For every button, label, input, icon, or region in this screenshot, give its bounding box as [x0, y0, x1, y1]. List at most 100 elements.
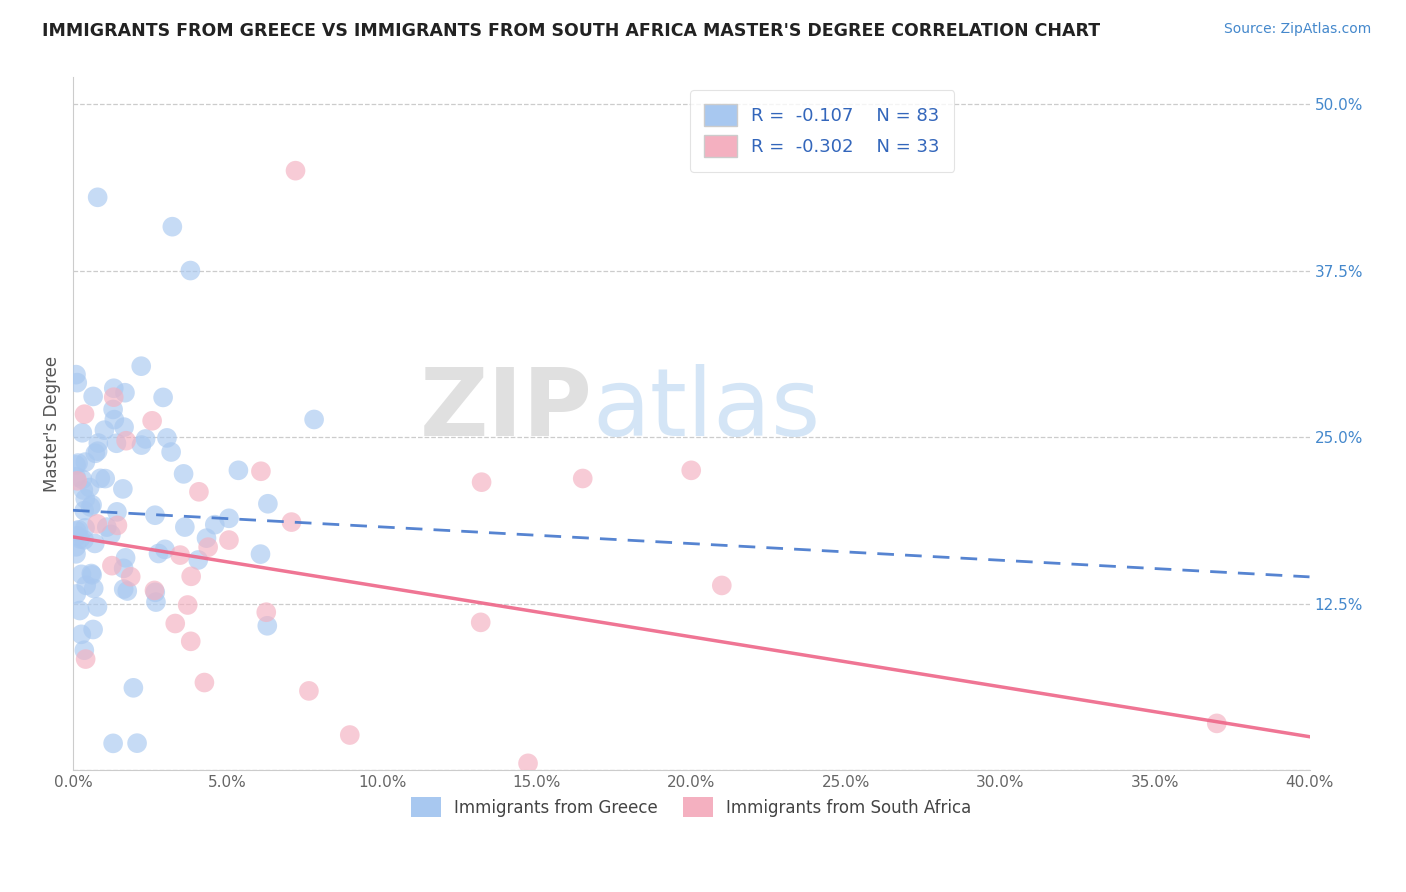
- Point: [256, 619, 278, 633]
- Point: [111, 482, 134, 496]
- Point: [80, 566, 103, 581]
- Point: [165, 616, 187, 631]
- Point: [101, 402, 124, 417]
- Point: [471, 475, 494, 490]
- Point: [135, 432, 157, 446]
- Point: [69, 603, 91, 617]
- Point: [79, 500, 101, 514]
- Point: [96, 520, 118, 534]
- Point: [257, 497, 280, 511]
- Point: [66, 376, 89, 390]
- Point: [218, 511, 240, 525]
- Point: [72, 472, 94, 486]
- Point: [65, 547, 87, 561]
- Point: [70, 627, 93, 641]
- Point: [125, 736, 148, 750]
- Point: [65, 470, 87, 484]
- Point: [284, 163, 307, 178]
- Y-axis label: Master's Degree: Master's Degree: [44, 356, 60, 491]
- Point: [160, 445, 183, 459]
- Point: [93, 423, 115, 437]
- Point: [101, 558, 124, 573]
- Point: [120, 570, 142, 584]
- Point: [339, 728, 361, 742]
- Point: [83, 582, 105, 596]
- Point: [204, 517, 226, 532]
- Point: [129, 359, 152, 374]
- Point: [82, 389, 104, 403]
- Point: [70, 567, 93, 582]
- Point: [197, 540, 219, 554]
- Point: [83, 536, 105, 550]
- Point: [143, 583, 166, 598]
- Point: [114, 385, 136, 400]
- Point: [187, 484, 209, 499]
- Point: [103, 412, 125, 426]
- Point: [86, 444, 108, 458]
- Point: [1205, 716, 1227, 731]
- Point: [302, 412, 325, 426]
- Point: [517, 756, 540, 771]
- Point: [66, 474, 89, 488]
- Point: [681, 463, 703, 477]
- Point: [254, 605, 277, 619]
- Point: [112, 582, 135, 596]
- Point: [180, 634, 202, 648]
- Text: ZIP: ZIP: [419, 364, 592, 456]
- Point: [86, 599, 108, 614]
- Point: [143, 585, 166, 599]
- Point: [141, 414, 163, 428]
- Point: [470, 615, 492, 630]
- Point: [75, 578, 97, 592]
- Point: [86, 190, 108, 204]
- Point: [114, 550, 136, 565]
- Point: [84, 446, 107, 460]
- Point: [86, 516, 108, 531]
- Point: [228, 463, 250, 477]
- Point: [131, 438, 153, 452]
- Point: [79, 481, 101, 495]
- Point: [101, 736, 124, 750]
- Point: [187, 553, 209, 567]
- Point: [72, 483, 94, 497]
- Point: [103, 381, 125, 395]
- Point: [89, 471, 111, 485]
- Point: [67, 456, 90, 470]
- Point: [75, 521, 97, 535]
- Point: [105, 436, 128, 450]
- Point: [162, 219, 184, 234]
- Point: [66, 529, 89, 543]
- Point: [73, 643, 96, 657]
- Point: [65, 587, 87, 601]
- Point: [112, 420, 135, 434]
- Point: [65, 540, 87, 554]
- Point: [571, 471, 593, 485]
- Point: [280, 515, 302, 529]
- Point: [148, 547, 170, 561]
- Point: [173, 520, 195, 534]
- Point: [156, 431, 179, 445]
- Point: [112, 561, 135, 575]
- Point: [65, 458, 87, 472]
- Point: [100, 527, 122, 541]
- Text: atlas: atlas: [592, 364, 821, 456]
- Point: [143, 508, 166, 523]
- Point: [117, 584, 139, 599]
- Point: [66, 524, 89, 538]
- Text: Source: ZipAtlas.com: Source: ZipAtlas.com: [1223, 22, 1371, 37]
- Point: [193, 675, 215, 690]
- Point: [107, 518, 129, 533]
- Point: [710, 578, 733, 592]
- Point: [73, 407, 96, 421]
- Point: [87, 436, 110, 450]
- Point: [103, 390, 125, 404]
- Point: [298, 684, 321, 698]
- Point: [153, 542, 176, 557]
- Point: [105, 505, 128, 519]
- Point: [67, 523, 90, 537]
- Point: [82, 623, 104, 637]
- Point: [65, 368, 87, 382]
- Point: [75, 491, 97, 506]
- Point: [75, 652, 97, 666]
- Point: [73, 503, 96, 517]
